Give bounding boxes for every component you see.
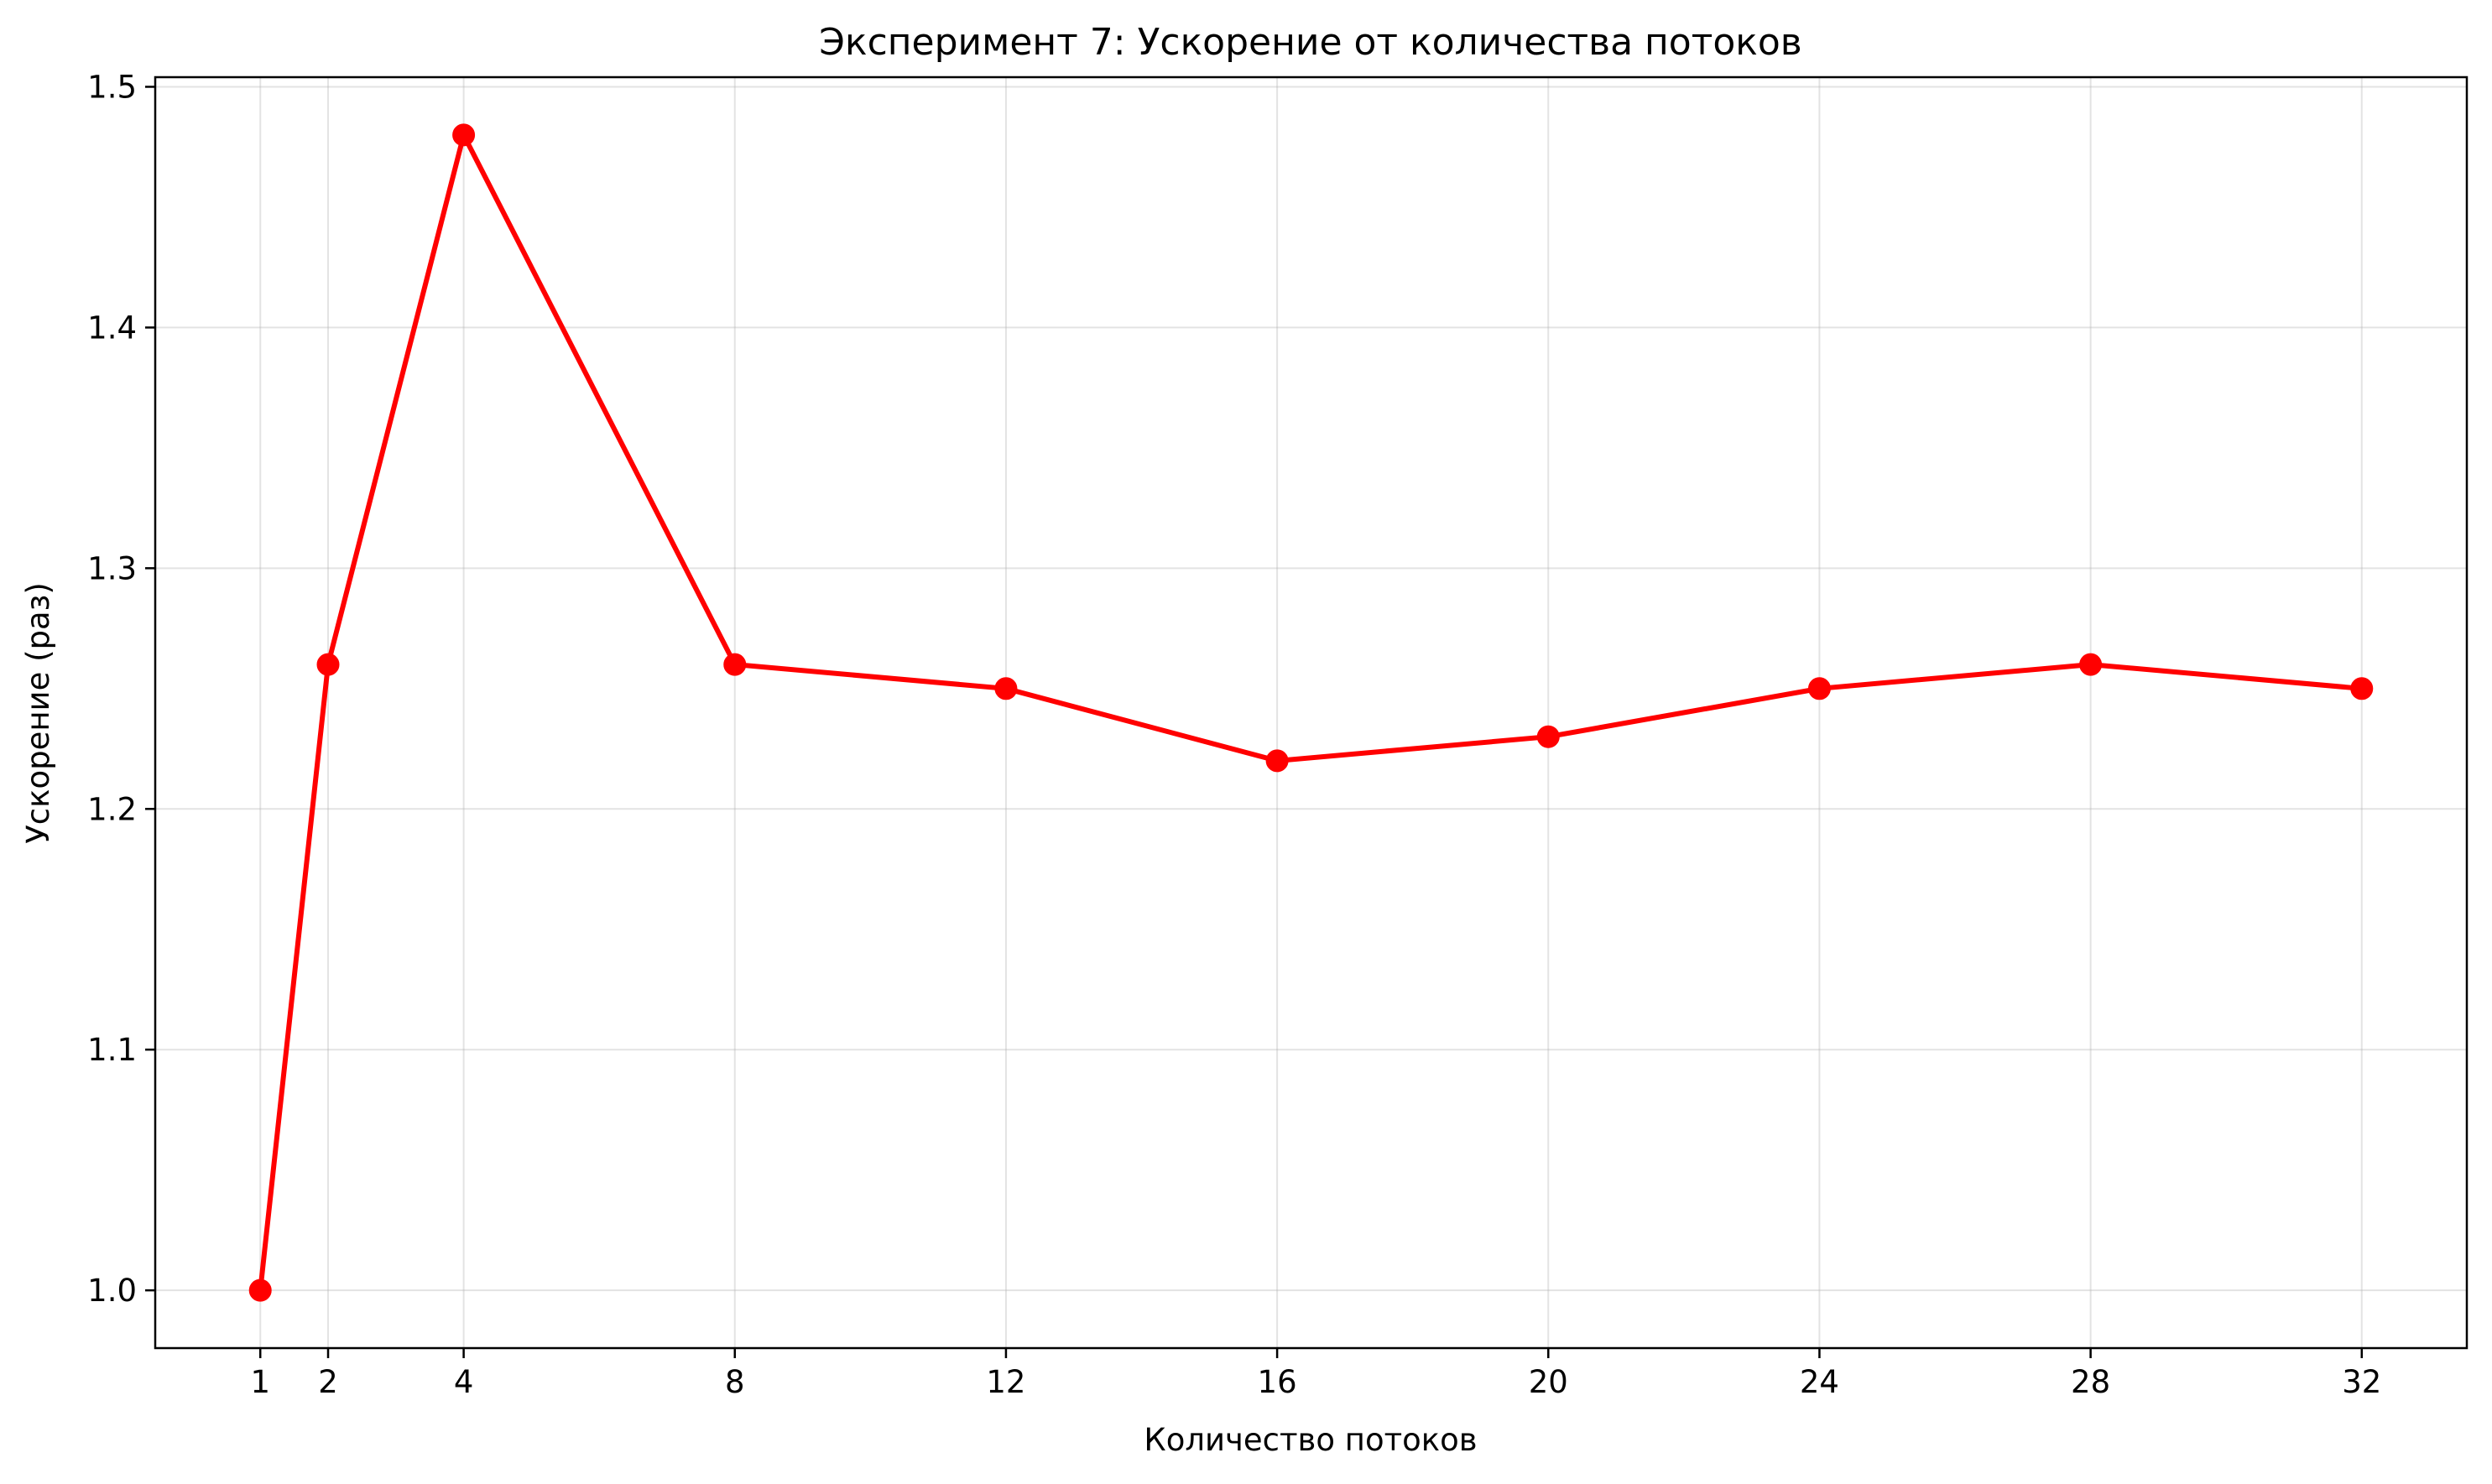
axes-frame: [154, 76, 2469, 1350]
data-point: [316, 653, 340, 676]
x-axis-label: Количество потоков: [1144, 1422, 1477, 1458]
x-tick-label: 1: [250, 1364, 270, 1400]
y-tick-label: 1.2: [87, 791, 137, 827]
y-tick-label: 1.5: [87, 69, 137, 105]
series-markers: [248, 123, 2374, 1302]
series-line: [258, 132, 2364, 1294]
plot-area: [248, 123, 2374, 1302]
data-point: [1265, 749, 1289, 773]
x-tick-label: 2: [318, 1364, 338, 1400]
y-tick-label: 1.0: [87, 1273, 137, 1309]
y-axis-ticks: 1.0 1.1 1.2 1.3 1.4 1.5: [87, 69, 155, 1309]
y-tick-label: 1.4: [87, 310, 137, 346]
y-tick-label: 1.1: [87, 1032, 137, 1068]
y-tick-label: 1.3: [87, 550, 137, 586]
x-tick-label: 24: [1800, 1364, 1839, 1400]
data-point: [723, 653, 747, 676]
x-tick-label: 8: [725, 1364, 745, 1400]
x-tick-label: 28: [2071, 1364, 2110, 1400]
data-point: [2079, 653, 2103, 676]
grid-lines: [155, 77, 2467, 1348]
data-point: [994, 677, 1018, 700]
data-point: [1807, 677, 1831, 700]
x-tick-label: 20: [1529, 1364, 1568, 1400]
x-axis-ticks: 1 2 4 8 12 16 20 24 28 32: [250, 1348, 2381, 1400]
data-point: [452, 123, 476, 147]
x-tick-label: 4: [454, 1364, 474, 1400]
chart-title: Эксперимент 7: Ускорение от количества п…: [819, 21, 1801, 64]
x-tick-label: 12: [986, 1364, 1025, 1400]
x-tick-label: 32: [2342, 1364, 2381, 1400]
x-tick-label: 16: [1258, 1364, 1297, 1400]
data-point: [1536, 725, 1560, 748]
data-point: [248, 1278, 272, 1302]
y-axis-label: Ускорение (раз): [20, 582, 56, 844]
data-point: [2350, 677, 2374, 700]
